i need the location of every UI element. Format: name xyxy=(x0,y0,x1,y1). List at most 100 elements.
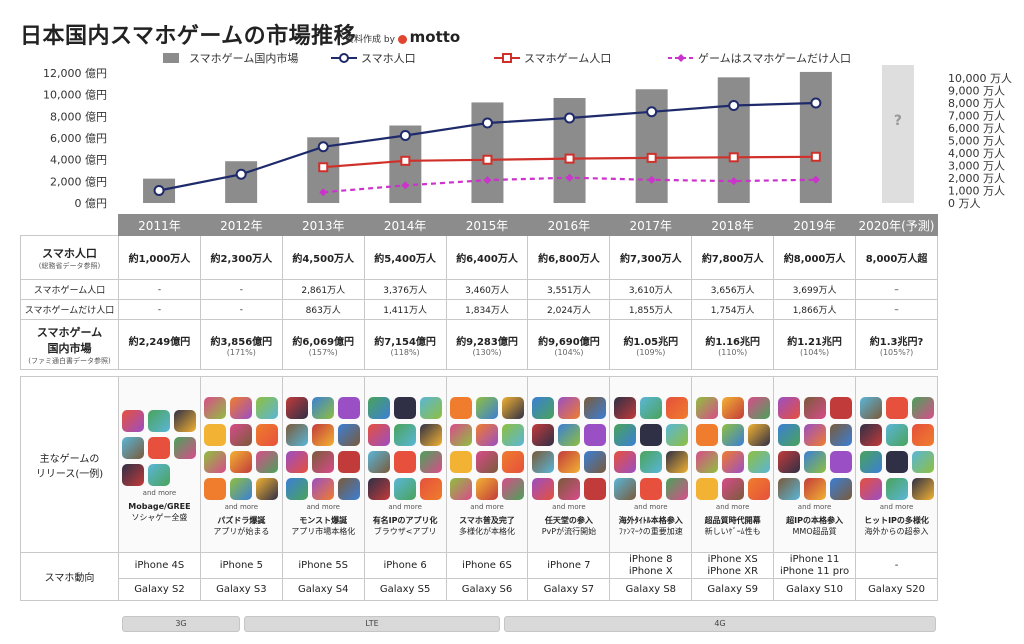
release-note: ヒットIPの多様化 海外からの超参入 xyxy=(857,515,937,537)
game-pop-cell: 3,551万人 xyxy=(527,279,611,300)
game-app-icon xyxy=(557,477,580,500)
game-app-icon xyxy=(338,423,361,446)
network-4g-bar: 4G xyxy=(504,616,936,632)
app-icon-grid xyxy=(693,396,773,500)
market-growth: (109%) xyxy=(636,347,666,357)
series-point xyxy=(810,97,822,109)
game-app-icon xyxy=(476,477,498,500)
release-detail: ﾌｧﾝﾏｰｸの重要加速 xyxy=(618,526,683,536)
game-app-icon xyxy=(204,450,227,473)
only-game-pop-cell: 1,834万人 xyxy=(445,299,529,320)
and-more-label: and more xyxy=(715,502,750,511)
right-axis-tick: 0 万人 xyxy=(948,197,981,210)
game-app-icon xyxy=(747,396,770,419)
market-growth: (104%) xyxy=(800,347,830,357)
market-value: 約1.21兆円 xyxy=(787,336,842,348)
right-axis-tick: 8,000 万人 xyxy=(948,97,1005,110)
smartphone-pop-cell: 約6,400万人 xyxy=(445,235,529,280)
game-app-icon xyxy=(394,450,417,473)
galaxy-row: Galaxy S2 Galaxy S3 Galaxy S4 Galaxy S5 Gala… xyxy=(21,578,938,601)
only-game-pop-cell: - xyxy=(199,299,283,320)
game-app-icon xyxy=(312,477,335,500)
release-note: 任天堂の参入 PvPが流行開始 xyxy=(529,515,609,537)
only-game-pop-cell: – xyxy=(855,299,938,320)
game-app-icon xyxy=(122,464,145,486)
row-header-games: 主なゲームの リリース(一例) xyxy=(20,376,119,553)
release-headline: 海外ﾀｲﾄﾙ本格参入 xyxy=(618,515,683,525)
and-more-label: and more xyxy=(306,502,340,511)
game-app-icon xyxy=(230,450,253,473)
iphone-cell: iPhone 5 xyxy=(199,552,283,579)
game-app-icon xyxy=(803,477,826,500)
game-app-icon xyxy=(450,450,472,473)
game-app-icon xyxy=(420,477,443,500)
blank-corner xyxy=(20,214,119,236)
game-app-icon xyxy=(502,423,524,446)
series-point xyxy=(728,152,739,163)
right-axis-tick: 2,000 万人 xyxy=(948,172,1005,185)
market-value: 約1.3兆円? xyxy=(869,336,924,348)
iphone-row: スマホ動向 iPhone 4S iPhone 5 iPhone 5S iPhone 6… xyxy=(20,552,938,601)
app-icon-grid xyxy=(611,396,691,500)
year-header-cell: 2018年 xyxy=(691,214,775,236)
release-detail: アプリが始まる xyxy=(213,526,270,536)
forecast-bar xyxy=(881,65,914,203)
game-app-icon xyxy=(476,450,498,473)
game-app-icon xyxy=(312,396,335,419)
game-app-icon xyxy=(911,477,934,500)
iphone-cell: iPhone 6S xyxy=(445,552,529,579)
game-app-icon xyxy=(256,477,279,500)
game-app-icon xyxy=(394,396,417,419)
game-app-icon xyxy=(312,450,335,473)
and-more-label: and more xyxy=(470,502,504,511)
games-cell: and more スマホ普及完了 多様化が本格化 xyxy=(445,376,529,553)
legend-label: スマホゲーム人口 xyxy=(524,52,611,65)
year-header-cell: 2011年 xyxy=(118,214,201,236)
market-growth: (118%) xyxy=(390,347,420,357)
galaxy-cell: Galaxy S5 xyxy=(363,578,447,601)
market-value: 約6,069億円 xyxy=(292,336,355,348)
series-point xyxy=(399,130,411,141)
games-cell: and more モンスト爆誕 アプリ市場本格化 xyxy=(281,376,365,553)
iphone-cell: iPhone 8 iPhone X xyxy=(609,552,693,579)
spacer xyxy=(21,370,938,377)
spacer-row xyxy=(21,370,938,377)
app-icon-grid xyxy=(447,396,527,500)
games-cell: and more 超品質時代開幕 新しいｹﾞｰﾑ性も xyxy=(691,376,775,553)
series-point xyxy=(482,154,493,165)
only-game-pop-cell: 1,855万人 xyxy=(609,299,693,320)
games-row: 主なゲームの リリース(一例) and more Mobage/GREE ソシャゲー… xyxy=(20,376,938,553)
only-game-pop-cell: 863万人 xyxy=(281,299,365,320)
year-header-cell: 2017年 xyxy=(609,214,693,236)
game-app-icon xyxy=(859,396,882,419)
game-app-icon xyxy=(286,450,309,473)
galaxy-cell: Galaxy S7 xyxy=(527,578,611,601)
games-cell: and more Mobage/GREE ソシャゲー全盛 xyxy=(118,376,201,553)
game-app-icon xyxy=(368,450,391,473)
only-game-pop-cell: 2,024万人 xyxy=(527,299,611,320)
game-app-icon xyxy=(286,396,309,419)
game-pop-cell: 3,610万人 xyxy=(609,279,693,300)
series-point xyxy=(317,141,329,153)
smartphone-pop-cell: 約2,300万人 xyxy=(199,235,283,280)
credit-brand: motto xyxy=(409,28,461,46)
game-app-icon xyxy=(665,450,688,473)
release-detail: アプリ市場本格化 xyxy=(291,526,356,536)
year-header-cell: 2014年 xyxy=(363,214,447,236)
game-app-icon xyxy=(476,396,498,419)
game-app-icon xyxy=(286,423,309,446)
game-app-icon xyxy=(394,477,417,500)
game-app-icon xyxy=(695,477,718,500)
legend-label: スマホゲーム国内市場 xyxy=(189,51,298,65)
year-header-row: 2011年 2012年 2013年 2014年 2015年 2016年 2017年 2018年… xyxy=(20,214,938,236)
right-axis-tick: 1,000 万人 xyxy=(948,185,1005,198)
legend-swatch-marker xyxy=(339,53,349,63)
galaxy-cell: Galaxy S8 xyxy=(609,578,693,601)
release-headline: Mobage/GREE xyxy=(128,502,191,511)
game-app-icon xyxy=(747,477,770,500)
game-app-icon xyxy=(338,450,361,473)
game-app-icon xyxy=(368,423,391,446)
market-cell: 約1.16兆円 (110%) xyxy=(691,319,775,370)
game-app-icon xyxy=(420,450,443,473)
game-app-icon xyxy=(911,450,934,473)
